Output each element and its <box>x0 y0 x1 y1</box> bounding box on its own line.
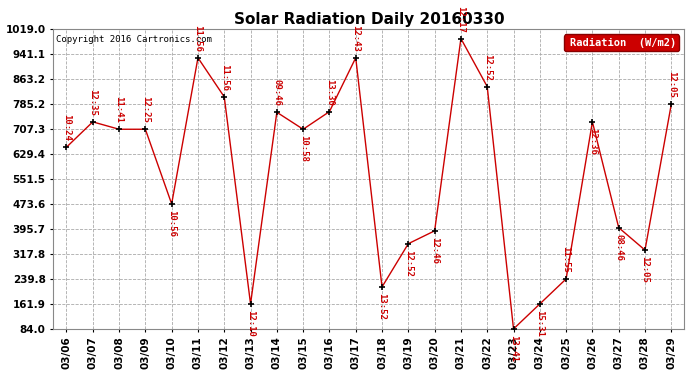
Text: 12:05: 12:05 <box>667 71 676 98</box>
Text: 11:41: 11:41 <box>115 96 124 123</box>
Text: 11:55: 11:55 <box>562 246 571 273</box>
Text: 12:52: 12:52 <box>483 54 492 81</box>
Text: 13:30: 13:30 <box>325 79 334 106</box>
Text: 12:43: 12:43 <box>351 25 360 52</box>
Text: 15:31: 15:31 <box>535 310 544 337</box>
Text: 10:58: 10:58 <box>299 135 308 162</box>
Text: 11:56: 11:56 <box>219 64 229 91</box>
Text: 12:35: 12:35 <box>88 89 97 116</box>
Title: Solar Radiation Daily 20160330: Solar Radiation Daily 20160330 <box>234 12 504 27</box>
Text: 10:24: 10:24 <box>62 114 71 141</box>
Text: 13:41: 13:41 <box>509 335 518 362</box>
Text: 12:36: 12:36 <box>588 128 597 155</box>
Text: 11:56: 11:56 <box>193 25 202 52</box>
Text: Copyright 2016 Cartronics.com: Copyright 2016 Cartronics.com <box>57 35 213 44</box>
Text: 12:25: 12:25 <box>141 96 150 123</box>
Text: 12:52: 12:52 <box>404 250 413 276</box>
Text: 12:05: 12:05 <box>640 256 649 283</box>
Text: 08:46: 08:46 <box>614 234 623 261</box>
Text: 12:10: 12:10 <box>246 310 255 337</box>
Text: 09:46: 09:46 <box>273 80 282 106</box>
Legend: Radiation  (W/m2): Radiation (W/m2) <box>564 34 679 51</box>
Text: 12:17: 12:17 <box>456 6 466 33</box>
Text: 10:56: 10:56 <box>167 210 176 237</box>
Text: 12:46: 12:46 <box>430 237 439 264</box>
Text: 13:52: 13:52 <box>377 293 386 320</box>
